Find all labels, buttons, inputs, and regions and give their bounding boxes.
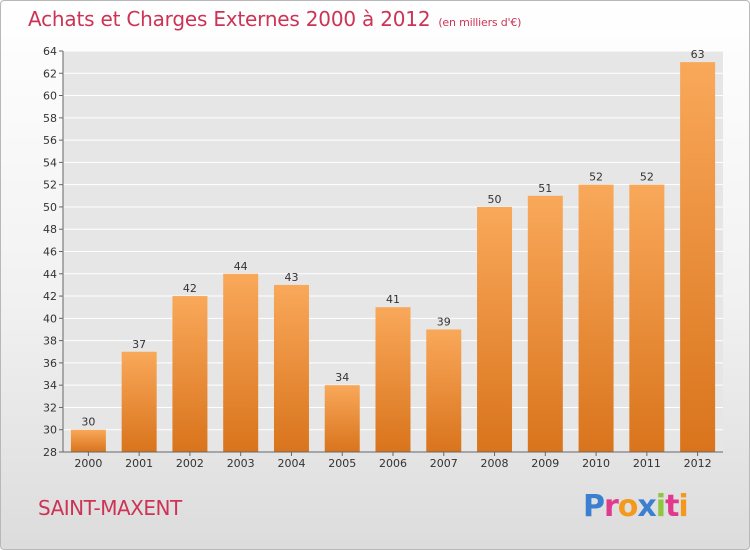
y-tick-label: 48 — [43, 223, 57, 236]
bar-value-label: 39 — [437, 315, 451, 328]
y-tick-label: 40 — [43, 312, 57, 325]
x-tick-label: 2009 — [531, 457, 559, 470]
x-tick-label: 2003 — [227, 457, 255, 470]
x-tick-label: 2005 — [328, 457, 356, 470]
x-tick-label: 2000 — [74, 457, 102, 470]
y-tick-label: 44 — [43, 268, 57, 281]
logo-letter: t — [665, 489, 679, 524]
bar — [223, 273, 259, 452]
bar-value-label: 41 — [386, 293, 400, 306]
logo-letter: i — [655, 489, 666, 524]
bar — [426, 329, 462, 452]
y-tick-label: 64 — [43, 45, 57, 58]
y-tick-label: 60 — [43, 90, 57, 103]
bars: 30 37 42 44 43 34 41 39 50 51 52 52 63 — [70, 48, 716, 453]
y-tick-label: 30 — [43, 424, 57, 437]
bar-value-label: 63 — [691, 48, 705, 61]
x-tick-label: 2007 — [430, 457, 458, 470]
y-tick-label: 32 — [43, 401, 57, 414]
bar — [70, 429, 106, 452]
x-axis: 2000 2001 2002 2003 2004 2005 2006 2007 2008 2009… — [63, 451, 723, 470]
bar-value-label: 34 — [335, 371, 349, 384]
logo-letter: i — [678, 489, 688, 524]
x-tick-label: 2006 — [379, 457, 407, 470]
y-axis: 28 30 32 34 36 38 40 42 44 46 48 50 52 54 56 58 60 62 64 — [43, 45, 64, 459]
bar-value-label: 51 — [538, 182, 552, 195]
x-tick-label: 2012 — [684, 457, 712, 470]
bar — [121, 351, 157, 452]
bar-value-label: 44 — [234, 260, 248, 273]
chart-title: Achats et Charges Externes 2000 à 2012 (e… — [28, 7, 521, 31]
bar-value-label: 42 — [183, 282, 197, 295]
y-tick-label: 52 — [43, 179, 57, 192]
bar-value-label: 43 — [284, 271, 298, 284]
bar — [477, 206, 513, 452]
bar-value-label: 52 — [589, 171, 603, 184]
commune-name: SAINT-MAXENT — [38, 496, 182, 520]
bar-value-label: 52 — [640, 171, 654, 184]
bar — [680, 62, 716, 453]
bar — [324, 385, 360, 452]
x-tick-label: 2001 — [125, 457, 153, 470]
chart-title-text: Achats et Charges Externes 2000 à 2012 — [28, 7, 431, 31]
bar — [578, 184, 614, 452]
y-tick-label: 38 — [43, 335, 57, 348]
y-tick-label: 42 — [43, 290, 57, 303]
y-tick-label: 34 — [43, 379, 57, 392]
x-tick-label: 2010 — [582, 457, 610, 470]
bar — [629, 184, 665, 452]
logo-letter: P — [583, 489, 605, 524]
bar-value-label: 50 — [488, 193, 502, 206]
logo-letter: x — [637, 489, 656, 524]
bar — [527, 195, 563, 453]
y-tick-label: 50 — [43, 201, 57, 214]
y-tick-label: 46 — [43, 246, 57, 259]
bar — [273, 284, 309, 452]
logo-letter: o — [617, 489, 639, 524]
x-tick-label: 2002 — [176, 457, 204, 470]
proxiti-logo: Proxiti — [583, 489, 689, 524]
y-tick-label: 36 — [43, 357, 57, 370]
x-tick-label: 2011 — [633, 457, 661, 470]
y-tick-label: 28 — [43, 446, 57, 459]
x-tick-label: 2004 — [277, 457, 305, 470]
x-tick-label: 2008 — [481, 457, 509, 470]
logo-letter: r — [604, 489, 619, 524]
bar — [375, 307, 411, 452]
y-tick-label: 62 — [43, 67, 57, 80]
bar-value-label: 30 — [81, 416, 95, 429]
bar — [172, 296, 208, 452]
chart-subtitle: (en milliers d'€) — [438, 16, 522, 29]
bar-value-label: 37 — [132, 338, 146, 351]
y-tick-label: 58 — [43, 112, 57, 125]
y-tick-label: 54 — [43, 156, 57, 169]
y-tick-label: 56 — [43, 134, 57, 147]
